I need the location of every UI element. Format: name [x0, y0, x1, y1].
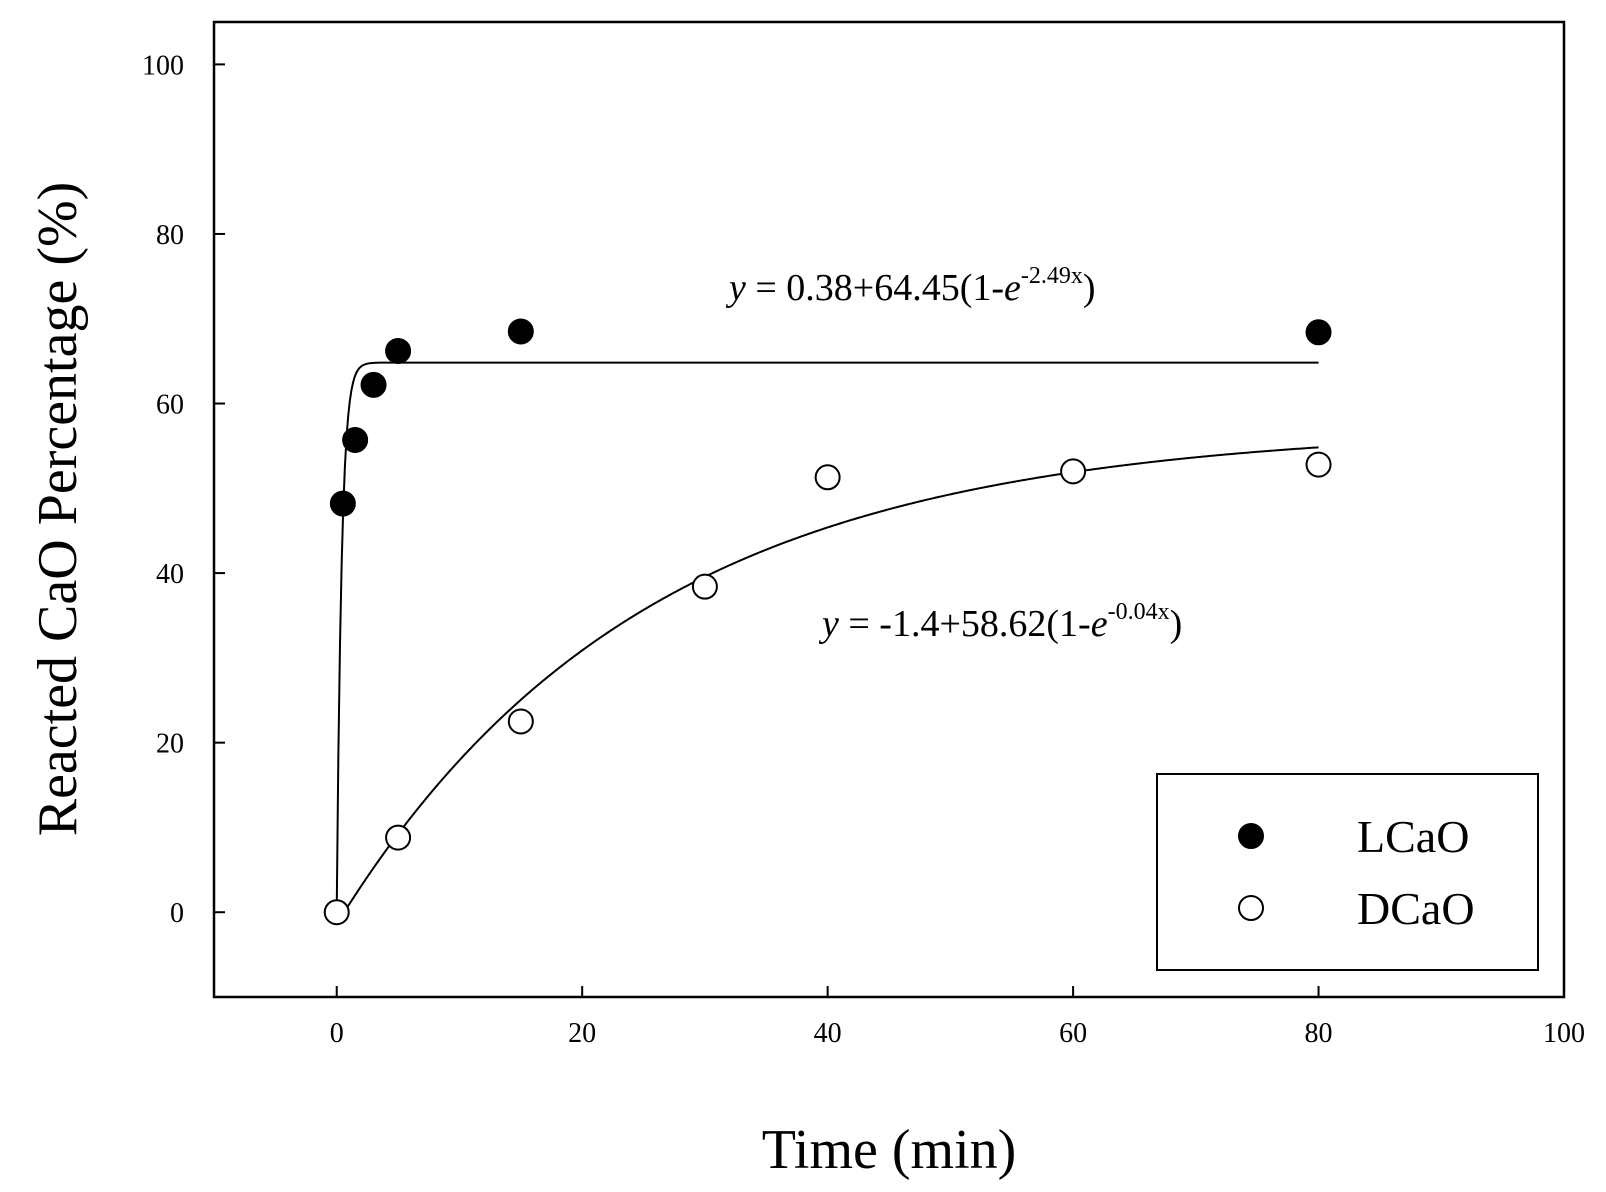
x-tick-label: 40	[814, 1018, 842, 1049]
legend-label-dcao: DCaO	[1357, 883, 1475, 934]
point-dcao	[385, 824, 412, 851]
point-dcao	[323, 899, 350, 926]
y-tick-label: 20	[156, 729, 184, 760]
equation-dcao-base: e	[1091, 603, 1108, 645]
point-lcao	[1305, 319, 1332, 346]
y-tick-label: 60	[156, 390, 184, 421]
y-tick-label: 0	[170, 898, 184, 929]
plot-frame	[212, 20, 1566, 999]
x-tick-label: 100	[1543, 1018, 1585, 1049]
equation-dcao-yvar: y	[818, 603, 839, 645]
x-axis-label: Time (min)	[762, 1119, 1017, 1181]
fit-lines	[335, 361, 1319, 925]
x-tick-label: 0	[330, 1018, 344, 1049]
equation-lcao-lhs: = 0.38+64.45(1-	[746, 267, 1004, 309]
y-axis-ticks: 0 20 40 60 80 100	[142, 50, 225, 929]
equation-dcao-lhs: = -1.4+58.62(1-	[839, 603, 1091, 645]
equation-lcao-rhs: )	[1083, 267, 1096, 309]
equation-lcao: y = 0.38+64.45(1-e-2.49x)	[725, 263, 1096, 309]
point-lcao	[329, 490, 356, 517]
point-lcao	[360, 371, 387, 398]
fit-line-lcao	[335, 361, 1319, 910]
point-lcao	[507, 318, 534, 345]
fit-line-dcao	[335, 446, 1319, 925]
point-dcao	[1305, 451, 1332, 478]
legend-label-lcao: LCaO	[1357, 811, 1469, 862]
x-tick-label: 60	[1059, 1018, 1087, 1049]
point-lcao	[385, 337, 412, 364]
equation-lcao-exponent: -2.49x	[1021, 263, 1083, 289]
equation-lcao-base: e	[1004, 267, 1021, 309]
legend-marker-lcao	[1238, 823, 1264, 849]
point-dcao	[691, 573, 718, 600]
x-axis-ticks: 0 20 40 60 80 100	[330, 986, 1585, 1049]
y-tick-label: 80	[156, 220, 184, 251]
point-lcao	[342, 426, 369, 453]
y-tick-label: 40	[156, 559, 184, 590]
point-dcao	[507, 708, 534, 735]
legend: LCaO DCaO	[1156, 773, 1539, 971]
equation-lcao-yvar: y	[725, 267, 746, 309]
point-dcao	[814, 464, 841, 491]
y-axis-label: Reacted CaO Percentage (%)	[27, 182, 89, 837]
x-tick-label: 20	[568, 1018, 596, 1049]
legend-box	[1156, 773, 1539, 971]
x-tick-label: 80	[1305, 1018, 1333, 1049]
data-points	[323, 318, 1332, 926]
equation-dcao-rhs: )	[1170, 603, 1183, 645]
point-dcao	[1060, 458, 1087, 485]
y-tick-label: 100	[142, 50, 184, 81]
equation-dcao-exponent: -0.04x	[1108, 599, 1170, 625]
legend-marker-dcao	[1238, 895, 1264, 921]
equation-dcao: y = -1.4+58.62(1-e-0.04x)	[818, 599, 1182, 645]
